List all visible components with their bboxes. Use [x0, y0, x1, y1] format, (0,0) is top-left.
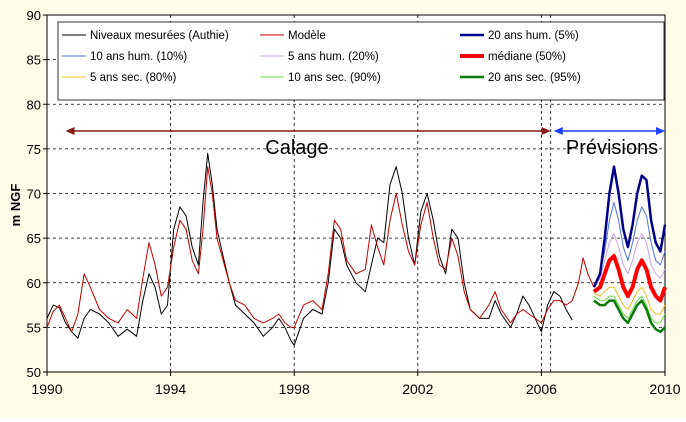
legend-label: 20 ans sec. (95%)	[488, 72, 581, 84]
legend-label: 5 ans hum. (20%)	[288, 51, 379, 63]
legend-label: Modèle	[288, 30, 326, 42]
annotations: Calage Prévisions	[65, 127, 665, 159]
legend-label: 10 ans hum. (10%)	[90, 51, 187, 63]
series-line	[592, 165, 667, 288]
calage-arrow-head-right	[541, 127, 551, 135]
calage-label: Calage	[265, 137, 328, 159]
y-tick-label: 80	[27, 97, 41, 112]
x-tick-label: 1990	[31, 381, 62, 397]
legend-label: 20 ans hum. (5%)	[488, 30, 579, 42]
axis-ticks: 50 55 60 65 70 75 80 85 90 1990 1994 1998 2002 2006 20…	[27, 8, 681, 397]
series-group	[46, 152, 667, 346]
y-tick-label: 70	[27, 187, 41, 202]
y-axis-label: m NGF	[8, 184, 23, 227]
y-tick-label: 55	[27, 320, 41, 335]
series-line	[593, 299, 666, 334]
x-tick-label: 1994	[155, 381, 186, 397]
calage-arrow-head-left	[65, 127, 75, 135]
series-line	[46, 166, 595, 333]
y-tick-label: 85	[27, 53, 41, 68]
legend-label: médiane (50%)	[488, 51, 566, 63]
series-line	[593, 286, 666, 315]
x-tick-label: 2006	[526, 381, 557, 397]
legend-label: 5 ans sec. (80%)	[90, 72, 176, 84]
previsions-label: Prévisions	[566, 137, 658, 159]
y-tick-label: 50	[27, 365, 41, 380]
series-line	[593, 295, 666, 324]
series-line	[46, 152, 573, 346]
y-tick-label: 90	[27, 8, 41, 23]
legend-label: 10 ans sec. (90%)	[288, 72, 381, 84]
x-tick-label: 2002	[402, 381, 433, 397]
previsions-arrow-head-right	[656, 127, 665, 135]
legend: Niveaux mesurées (Authie) Modèle 20 ans hu…	[57, 21, 665, 101]
series-line	[593, 201, 666, 288]
series-line	[592, 254, 667, 303]
legend-box	[57, 21, 665, 101]
y-tick-label: 75	[27, 142, 41, 157]
series-line	[593, 233, 666, 288]
previsions-arrow-head-left	[553, 127, 563, 135]
x-tick-label: 1998	[279, 381, 310, 397]
y-tick-label: 60	[27, 276, 41, 291]
y-tick-label: 65	[27, 231, 41, 246]
x-tick-label: 2010	[649, 381, 680, 397]
legend-label: Niveaux mesurées (Authie)	[90, 30, 229, 42]
